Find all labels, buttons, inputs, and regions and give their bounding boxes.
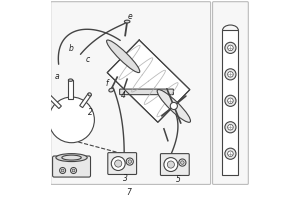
Circle shape	[225, 42, 236, 53]
Circle shape	[115, 160, 122, 167]
Polygon shape	[46, 93, 62, 109]
Text: 2: 2	[88, 108, 93, 117]
Text: 5: 5	[176, 175, 181, 184]
Circle shape	[70, 168, 76, 173]
Text: f: f	[105, 79, 108, 88]
Circle shape	[128, 160, 131, 163]
Circle shape	[164, 158, 178, 171]
Circle shape	[228, 151, 233, 157]
FancyBboxPatch shape	[160, 154, 189, 175]
FancyBboxPatch shape	[108, 153, 136, 174]
Circle shape	[170, 102, 177, 110]
Circle shape	[126, 158, 133, 165]
Text: 3: 3	[123, 174, 128, 183]
Ellipse shape	[106, 40, 140, 73]
Circle shape	[225, 69, 236, 80]
Ellipse shape	[46, 93, 50, 97]
Text: c: c	[85, 55, 90, 64]
Circle shape	[181, 161, 184, 164]
Circle shape	[111, 157, 125, 171]
Circle shape	[228, 124, 233, 130]
Circle shape	[228, 98, 233, 104]
Ellipse shape	[88, 93, 92, 96]
Circle shape	[60, 168, 66, 173]
Circle shape	[228, 45, 233, 51]
Ellipse shape	[68, 79, 73, 81]
Ellipse shape	[109, 88, 114, 92]
Polygon shape	[80, 93, 91, 108]
Bar	[223, 30, 238, 175]
Text: 4: 4	[121, 91, 126, 100]
Polygon shape	[107, 40, 190, 122]
FancyBboxPatch shape	[120, 89, 173, 95]
Ellipse shape	[124, 20, 130, 23]
Circle shape	[72, 169, 75, 172]
Circle shape	[49, 97, 94, 143]
FancyBboxPatch shape	[51, 2, 211, 184]
FancyBboxPatch shape	[52, 156, 91, 177]
Circle shape	[167, 161, 174, 168]
Circle shape	[225, 95, 236, 106]
Ellipse shape	[157, 90, 190, 122]
Text: a: a	[55, 72, 60, 81]
FancyBboxPatch shape	[213, 2, 248, 184]
Text: b: b	[69, 44, 74, 53]
Circle shape	[179, 159, 186, 166]
Text: 7: 7	[126, 188, 131, 197]
Ellipse shape	[62, 155, 81, 160]
Circle shape	[225, 122, 236, 133]
Circle shape	[228, 72, 233, 77]
Circle shape	[225, 148, 236, 159]
Polygon shape	[68, 80, 73, 99]
Ellipse shape	[56, 154, 87, 162]
Text: e: e	[128, 12, 132, 21]
Circle shape	[61, 169, 64, 172]
